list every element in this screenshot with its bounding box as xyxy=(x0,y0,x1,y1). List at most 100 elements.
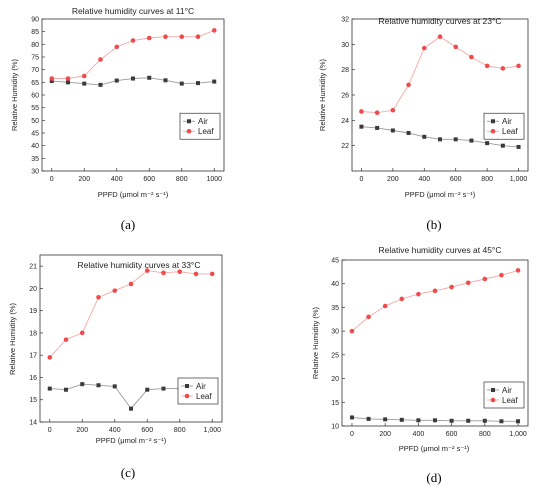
x-axis-label: PPFD (μmol m⁻² s⁻¹) xyxy=(96,436,167,445)
data-point-leaf xyxy=(449,284,454,290)
legend-marker-leaf xyxy=(186,128,192,134)
data-point-air xyxy=(349,415,354,420)
y-tick-label: 85 xyxy=(31,29,39,36)
data-point-air xyxy=(359,124,364,129)
y-tick-label: 26 xyxy=(341,93,349,100)
legend-label-air: Air xyxy=(502,386,512,395)
x-tick-label: 800 xyxy=(176,176,188,183)
panel-caption: (c) xyxy=(121,465,135,480)
data-point-leaf xyxy=(144,268,150,273)
y-tick-label: 15 xyxy=(331,400,339,407)
data-point-air xyxy=(129,406,133,411)
y-tick-label: 40 xyxy=(31,143,39,150)
x-tick-label: 400 xyxy=(413,431,425,438)
x-tick-label: 0 xyxy=(50,176,54,183)
y-axis-label: Relative Humidity (%) xyxy=(318,58,327,131)
y-tick-label: 45 xyxy=(331,258,339,265)
data-point-leaf xyxy=(146,35,152,41)
y-tick-label: 28 xyxy=(341,67,349,74)
y-tick-label: 30 xyxy=(331,329,339,336)
legend-label-leaf: Leaf xyxy=(502,127,518,136)
data-point-leaf xyxy=(399,296,405,302)
y-tick-label: 35 xyxy=(31,156,39,163)
data-point-air xyxy=(406,131,411,135)
data-point-leaf xyxy=(437,34,443,40)
y-tick-label: 22 xyxy=(341,143,349,150)
data-point-leaf xyxy=(406,82,411,88)
data-point-air xyxy=(449,418,454,423)
data-point-air xyxy=(147,75,152,80)
panel-c: Relative humidity curves at 33°C PPFD (μ… xyxy=(8,254,223,480)
x-tick-label: 0 xyxy=(350,431,354,438)
data-point-leaf xyxy=(500,66,506,71)
data-point-air xyxy=(516,144,521,149)
y-tick-label: 60 xyxy=(31,93,39,100)
data-point-air xyxy=(383,417,388,422)
data-point-air xyxy=(145,387,150,392)
data-point-leaf xyxy=(432,288,438,294)
data-point-leaf xyxy=(114,44,120,50)
y-tick-label: 90 xyxy=(31,17,39,24)
data-point-air xyxy=(66,80,70,85)
data-point-leaf xyxy=(161,270,166,276)
legend-box xyxy=(177,377,219,405)
x-tick-label: 0 xyxy=(359,176,363,183)
data-point-leaf xyxy=(112,288,118,293)
x-tick-label: 1,000 xyxy=(510,176,528,183)
data-point-air xyxy=(500,143,505,148)
data-point-air xyxy=(438,137,442,142)
data-point-leaf xyxy=(366,314,371,320)
data-point-leaf xyxy=(484,63,490,69)
data-point-air xyxy=(131,76,135,81)
plot-title: Relative humidity curves at 33°C xyxy=(78,260,201,270)
data-point-leaf xyxy=(163,34,168,40)
legend-label-air: Air xyxy=(196,382,206,391)
data-point-leaf xyxy=(98,57,103,62)
data-point-leaf xyxy=(195,34,201,40)
data-point-air xyxy=(390,128,395,133)
series-line-leaf xyxy=(351,269,519,332)
y-tick-label: 32 xyxy=(341,17,349,24)
panel-b: Relative humidity curves at 23°C PPFD (μ… xyxy=(318,16,529,232)
data-point-leaf xyxy=(193,271,199,277)
data-point-leaf xyxy=(47,355,53,360)
data-point-air xyxy=(163,78,168,83)
axis-ticks: 0 200 400 600 800 1,000 22 24 26 28 30 32 xyxy=(341,17,527,184)
x-tick-label: 400 xyxy=(109,427,121,434)
x-tick-label: 600 xyxy=(446,431,458,438)
legend-label-air: Air xyxy=(198,117,208,126)
plot-frame xyxy=(341,259,529,427)
legend-label-air: Air xyxy=(502,117,512,126)
legend-box xyxy=(483,112,525,140)
data-point-air xyxy=(422,134,427,139)
data-point-leaf xyxy=(516,63,521,69)
x-tick-label: 1000 xyxy=(206,176,222,183)
legend-box xyxy=(483,381,525,409)
y-axis-label: Relative Humidity (%) xyxy=(10,58,19,131)
data-point-leaf xyxy=(209,271,215,277)
legend-marker-leaf xyxy=(490,397,496,403)
axis-ticks: 0 200 400 600 800 1000 30 35 40 45 50 55 60 65 70 75 80 8… xyxy=(31,17,222,184)
data-point-leaf xyxy=(130,38,136,43)
data-point-air xyxy=(64,387,68,392)
data-point-air xyxy=(375,125,380,130)
data-point-air xyxy=(469,138,474,143)
data-point-air xyxy=(399,417,404,422)
y-tick-label: 80 xyxy=(31,42,39,49)
y-tick-label: 40 xyxy=(331,281,339,288)
data-point-leaf xyxy=(128,281,134,287)
panel-a: Relative humidity curves at 11°C PPFD (μ… xyxy=(10,6,225,232)
data-point-air xyxy=(161,386,166,391)
x-axis-label: PPFD (μmol m⁻² s⁻¹) xyxy=(399,444,470,453)
data-point-air xyxy=(212,79,217,84)
data-point-air xyxy=(416,418,421,423)
x-tick-label: 600 xyxy=(143,176,155,183)
data-point-air xyxy=(366,416,371,421)
data-point-leaf xyxy=(177,269,183,275)
y-tick-label: 24 xyxy=(341,118,349,125)
x-tick-label: 400 xyxy=(418,176,430,183)
y-tick-label: 16 xyxy=(29,375,37,382)
data-marks xyxy=(359,34,521,149)
data-point-leaf xyxy=(499,272,504,278)
plot-title: Relative humidity curves at 45°C xyxy=(379,245,502,255)
